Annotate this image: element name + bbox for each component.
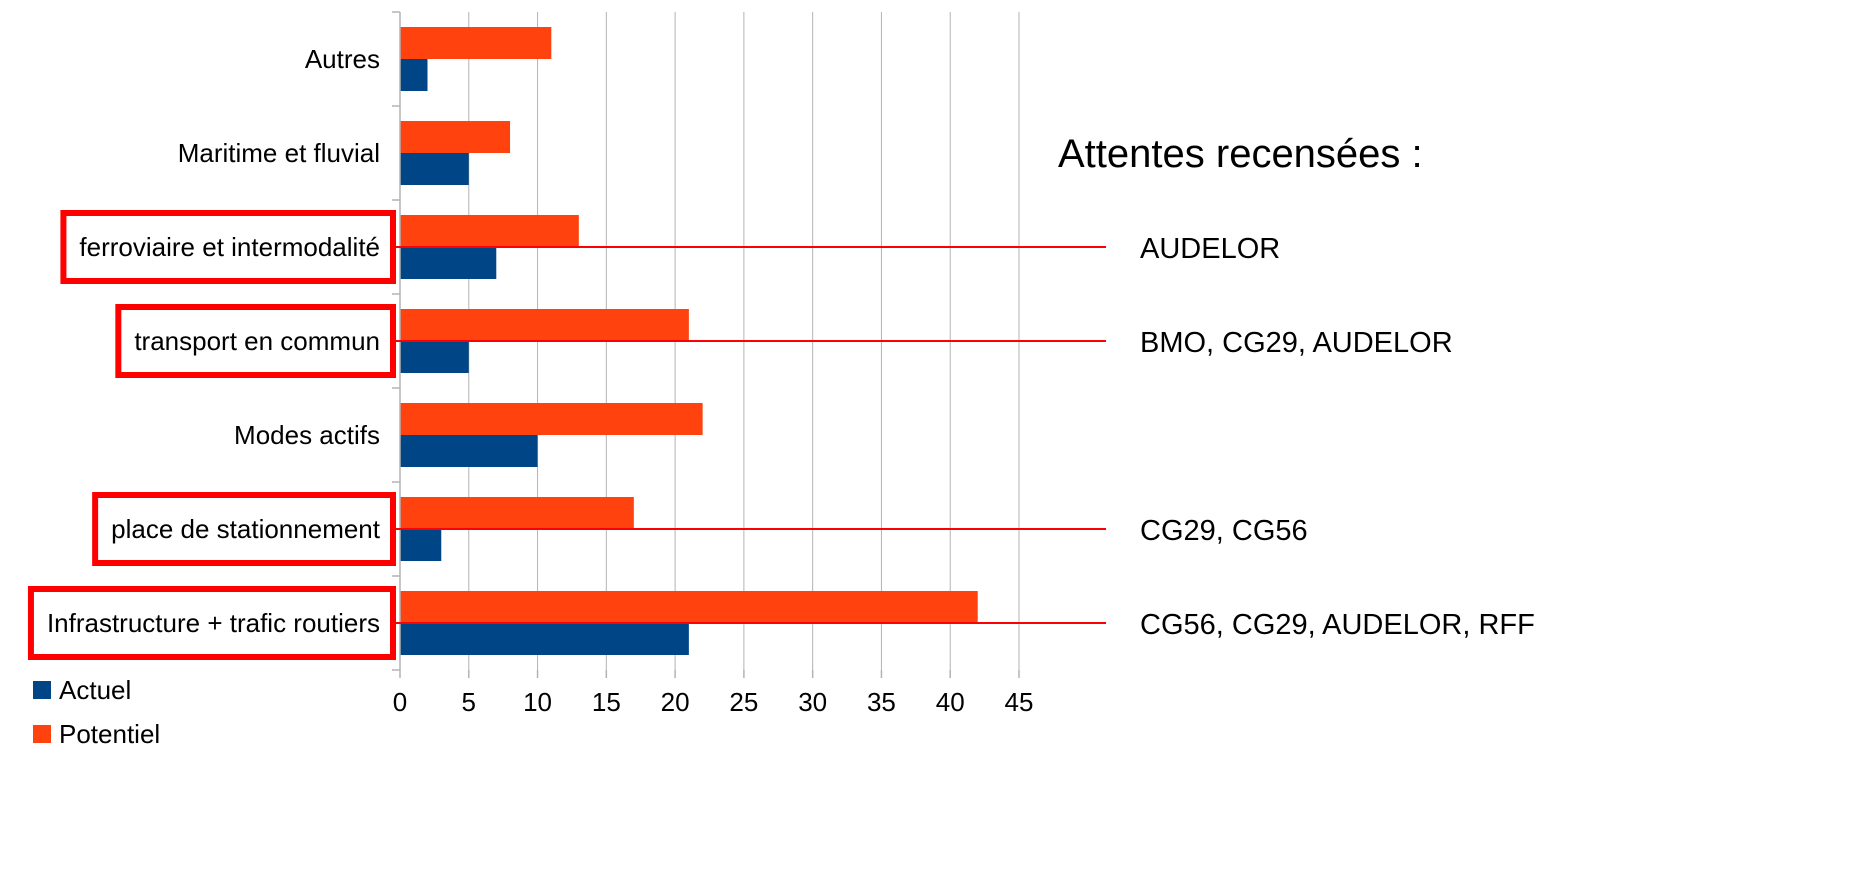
legend-swatch-actuel xyxy=(33,681,51,699)
bar-actuel-ferroviaire-et-intermodalite xyxy=(400,247,497,279)
bar-potentiel-maritime-et-fluvial xyxy=(400,121,511,153)
x-tick-label-35: 35 xyxy=(867,687,896,717)
legend: Actuel Potentiel xyxy=(33,675,160,749)
bars xyxy=(400,27,978,655)
category-label-transport-en-commun: transport en commun xyxy=(134,326,380,356)
x-tick-label-10: 10 xyxy=(523,687,552,717)
x-tick-label-40: 40 xyxy=(936,687,965,717)
x-tick-label-20: 20 xyxy=(661,687,690,717)
x-tick-label-25: 25 xyxy=(729,687,758,717)
category-label-infrastructure-trafic-routiers: Infrastructure + trafic routiers xyxy=(47,608,380,638)
expectation-label-ferroviaire-et-intermodalite: AUDELOR xyxy=(1140,233,1280,265)
legend-label-potentiel: Potentiel xyxy=(59,719,160,749)
expectation-label-transport-en-commun: BMO, CG29, AUDELOR xyxy=(1140,327,1453,359)
bar-potentiel-infrastructure-trafic-routiers xyxy=(400,591,978,623)
category-label-autres: Autres xyxy=(305,44,380,74)
bar-actuel-autres xyxy=(400,59,428,91)
bar-potentiel-place-de-stationnement xyxy=(400,497,634,529)
x-tick-label-0: 0 xyxy=(393,687,407,717)
bar-potentiel-ferroviaire-et-intermodalite xyxy=(400,215,579,247)
category-label-ferroviaire-et-intermodalite: ferroviaire et intermodalité xyxy=(79,232,380,262)
bar-potentiel-autres xyxy=(400,27,552,59)
expectation-label-infrastructure-trafic-routiers: CG56, CG29, AUDELOR, RFF xyxy=(1140,609,1535,641)
x-tick-label-15: 15 xyxy=(592,687,621,717)
bar-actuel-transport-en-commun xyxy=(400,341,469,373)
x-tick-label-5: 5 xyxy=(462,687,476,717)
axes xyxy=(392,11,1020,678)
bar-actuel-modes-actifs xyxy=(400,435,538,467)
category-label-modes-actifs: Modes actifs xyxy=(234,420,380,450)
x-tick-label-30: 30 xyxy=(798,687,827,717)
annotations-heading: Attentes recensées : xyxy=(1058,132,1423,176)
category-labels: Infrastructure + trafic routiers place de… xyxy=(27,44,396,660)
legend-swatch-potentiel xyxy=(33,725,51,743)
bar-potentiel-modes-actifs xyxy=(400,403,703,435)
expectation-label-place-de-stationnement: CG29, CG56 xyxy=(1140,515,1308,547)
bar-actuel-place-de-stationnement xyxy=(400,529,442,561)
annotations: Attentes recensées : AUDELOR BMO, CG29, A… xyxy=(393,132,1535,641)
x-tick-label-45: 45 xyxy=(1005,687,1034,717)
bar-actuel-infrastructure-trafic-routiers xyxy=(400,623,689,655)
bar-actuel-maritime-et-fluvial xyxy=(400,153,469,185)
bar-potentiel-transport-en-commun xyxy=(400,309,689,341)
x-tick-labels: 0 5 10 15 20 25 30 35 40 45 xyxy=(393,687,1034,717)
legend-label-actuel: Actuel xyxy=(59,675,131,705)
category-label-place-de-stationnement: place de stationnement xyxy=(111,514,381,544)
category-label-maritime-et-fluvial: Maritime et fluvial xyxy=(178,138,380,168)
